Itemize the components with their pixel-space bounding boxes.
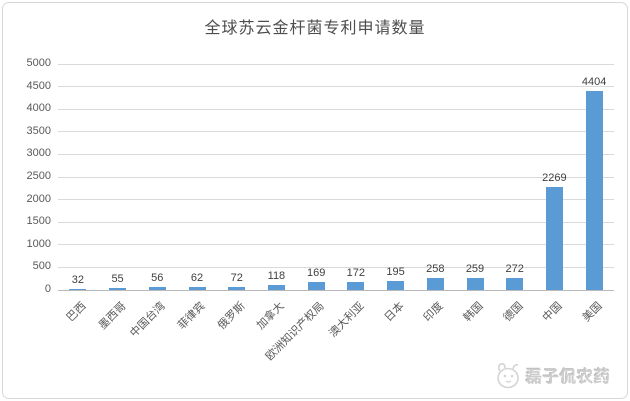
bar-data-label: 4404	[581, 75, 607, 88]
bar-data-label: 259	[465, 263, 485, 276]
x-axis-tick-label: 俄罗斯	[215, 300, 248, 332]
bar-data-label: 55	[111, 272, 124, 285]
gridline	[58, 108, 614, 110]
bar-加拿大	[267, 284, 285, 290]
bar-data-label: 32	[71, 273, 84, 286]
bar-欧洲知识产权局	[307, 282, 325, 290]
watermark: 磊子侃农药	[494, 360, 611, 390]
bar-澳大利亚	[347, 282, 365, 290]
x-axis-tick-label: 印度	[421, 300, 446, 325]
gridline	[58, 199, 614, 201]
bar-美国	[585, 90, 603, 290]
y-axis-tick-label: 2500	[26, 170, 51, 182]
x-axis-tick-label: 菲律宾	[175, 300, 208, 332]
bar-data-label: 195	[386, 266, 405, 279]
gridline	[58, 221, 614, 223]
x-axis-tick-label: 日本	[382, 300, 407, 325]
y-axis-tick-label: 4500	[26, 79, 51, 92]
gridline	[58, 131, 614, 133]
x-axis-tick-label: 德国	[501, 300, 526, 325]
bar-中国台湾	[148, 287, 166, 290]
x-axis-tick-label: 澳大利亚	[326, 300, 367, 340]
plot-area: 32 55 56 62 72 118 169 172 195 258 259 272 2269 4404	[58, 63, 614, 291]
bar-俄罗斯	[228, 286, 246, 290]
x-axis-tick-label: 韩国	[461, 300, 486, 325]
y-axis-tick-label: 2000	[26, 192, 51, 205]
bar-data-label: 172	[346, 267, 366, 280]
gridline	[58, 244, 614, 246]
x-axis-tick-label: 加拿大	[255, 300, 288, 332]
y-axis-tick-label: 1500	[26, 215, 51, 228]
chart-title: 全球苏云金杆菌专利申请数量	[204, 20, 426, 37]
bar-data-label: 118	[267, 269, 286, 282]
y-axis-tick-label: 0	[44, 283, 51, 295]
bar-data-label: 62	[190, 272, 204, 285]
x-axis-tick-label: 墨西哥	[96, 300, 129, 332]
x-axis-tick-label: 美国	[580, 300, 605, 325]
x-axis-tick-label: 中国台湾	[128, 300, 168, 340]
bar-日本	[387, 281, 405, 290]
cartoon-face-icon	[497, 363, 519, 389]
bar-data-label: 169	[306, 267, 326, 280]
x-axis-tick-label: 巴西	[64, 300, 89, 325]
bar-data-label: 56	[151, 272, 164, 285]
gridline	[58, 63, 614, 65]
gridline	[58, 153, 614, 155]
y-axis-tick-label: 3500	[26, 124, 51, 137]
gridline	[58, 176, 614, 178]
y-axis-tick-label: 3000	[26, 147, 51, 160]
y-axis-labels: 0 500 1000 1500 2000 2500 3000 3500 4000 4500 5000	[9, 57, 51, 304]
bar-德国	[506, 277, 524, 290]
bar-data-label: 2269	[542, 172, 567, 185]
x-axis-tick-label: 中国	[541, 300, 566, 325]
bar-印度	[426, 278, 444, 290]
y-axis-tick-label: 500	[32, 260, 51, 273]
y-axis-tick-label: 5000	[26, 57, 51, 69]
bar-韩国	[466, 278, 484, 290]
gridline	[58, 86, 614, 88]
watermark-text: 磊子侃农药	[525, 369, 611, 386]
bar-墨西哥	[109, 287, 127, 290]
y-axis-tick-label: 4000	[26, 102, 51, 115]
bar-data-label: 258	[426, 263, 445, 276]
bar-巴西	[69, 288, 87, 290]
gridline	[58, 266, 614, 268]
bar-菲律宾	[188, 287, 206, 290]
bar-中国	[545, 187, 563, 290]
bar-data-label: 272	[505, 262, 524, 275]
y-axis-tick-label: 1000	[26, 237, 51, 250]
bar-data-label: 72	[230, 271, 243, 284]
